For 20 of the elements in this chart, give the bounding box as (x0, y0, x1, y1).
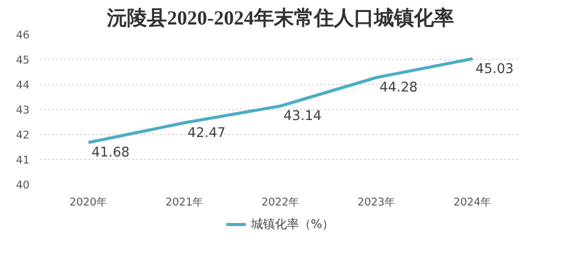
x-tick-label: 2023年 (357, 196, 396, 208)
y-tick-label: 42 (16, 128, 30, 142)
data-label: 45.03 (476, 62, 514, 77)
x-tick-label: 2020年 (69, 196, 108, 208)
y-tick-label: 45 (16, 54, 30, 66)
data-label: 42.47 (188, 126, 226, 141)
y-tick-label: 40 (16, 178, 30, 192)
y-tick-label: 46 (16, 28, 30, 42)
line-series (87, 57, 474, 144)
y-tick-label: 44 (16, 78, 30, 92)
legend-label: 城镇化率（%） (250, 216, 334, 232)
data-label: 44.28 (380, 80, 418, 96)
chart-title: 沅陵县2020-2024年末常住人口城镇化率 (106, 6, 454, 30)
data-label: 41.68 (92, 146, 130, 160)
x-tick-label: 2022年 (261, 196, 300, 208)
y-tick-label: 43 (16, 104, 30, 116)
data-label: 43.14 (284, 109, 322, 124)
y-tick-label: 41 (16, 154, 30, 166)
x-tick-label: 2024年 (453, 196, 492, 208)
x-tick-label: 2021年 (165, 196, 204, 208)
